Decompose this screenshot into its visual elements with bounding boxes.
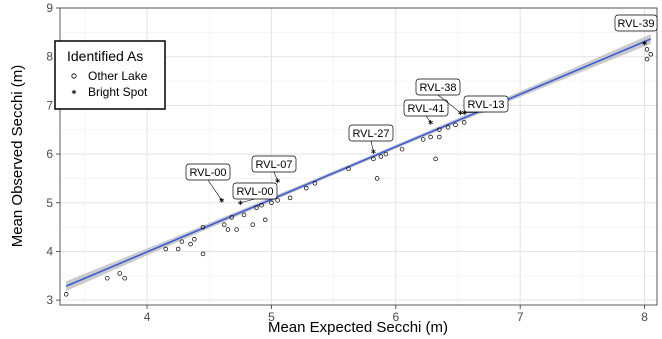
data-point-other-lake [225,227,231,232]
data-point-other-lake [275,198,280,203]
data-point-other-lake [287,195,293,201]
x-tick-label: 6 [392,310,399,324]
annotation-box [415,78,461,96]
data-point-other-lake [254,205,259,210]
data-point-other-lake [437,134,442,140]
annotation-leader [425,115,431,123]
data-point-other-lake [433,156,438,162]
x-axis-title: Mean Expected Secchi (m) [268,319,448,336]
asterisk-stroke [642,41,647,45]
data-point-other-lake [163,246,168,252]
grid-lines [60,7,657,305]
data-point-other-lake [644,47,650,52]
data-point-other-lake [437,127,442,132]
x-tick-label: 8 [641,310,648,324]
annotation-layer: RVL-00 RVL-00 RVL-07 RVL-27 RVL-41 RVL-38 RVL-… [185,14,658,204]
y-tick-label: 8 [46,50,53,64]
data-point-other-lake [374,176,380,181]
annotation-leader [370,140,374,152]
data-point-other-lake [105,275,110,281]
data-point-other-lake [262,217,268,223]
data-point-other-lake [378,154,384,159]
data-point-other-lake [445,125,451,130]
x-tick-label: 4 [144,310,151,324]
tick-layer: 4 5 6 7 8 3 4 5 6 7 8 9 [46,1,648,324]
data-point-other-lake [371,156,376,162]
regression-line [65,38,652,287]
asterisk-stroke [71,90,77,94]
annotation-box [614,14,658,32]
data-point-other-lake [221,222,227,227]
annotation-box [463,95,509,113]
annotation-box [232,182,278,200]
data-point-other-lake [63,292,69,297]
data-point-other-lake [122,275,127,281]
data-point-other-lake [188,241,193,247]
legend-title: Identified As [67,48,143,64]
data-point-other-lake [192,237,197,242]
annotation-box [403,99,449,117]
data-point-other-lake [428,134,433,140]
data-point-other-lake [269,200,274,206]
x-tick-label: 7 [517,310,524,324]
data-point-other-lake [241,212,247,218]
data-point-other-lake [200,224,206,230]
panel-border [59,7,658,306]
legend-entry-bright-spot: Bright Spot [71,85,148,99]
annotation-label: RVL-38 [419,82,456,94]
annotation-leader [437,94,461,113]
annotation-label: RVL-13 [467,99,504,111]
data-point-other-lake [200,251,206,257]
annotation-label: RVL-39 [617,18,654,30]
annotation-label: RVL-41 [407,103,444,115]
data-point-other-lake [312,181,318,186]
annotation-label: RVL-00 [236,186,273,198]
data-point-other-lake [648,52,654,57]
legend-entry-other-lake: Other Lake [71,69,148,83]
data-point-other-lake [117,271,122,276]
legend-asterisk-mark [71,89,77,95]
legend-label-bright-spot: Bright Spot [88,85,148,99]
annotation-leader [207,179,222,201]
y-tick-label: 5 [46,196,53,210]
y-tick-label: 9 [46,1,53,15]
y-tick-label: 3 [46,293,53,307]
legend-asterisk-icon [71,89,77,95]
data-point-other-lake [229,215,234,220]
data-point-other-lake [453,122,458,128]
y-tick-label: 4 [46,244,53,258]
data-point-bright-spot [642,40,647,46]
annotation-box [251,155,297,173]
data-point-other-lake [175,246,181,252]
legend-label-other-lake: Other Lake [88,69,148,83]
annotation-label: RVL-27 [352,128,389,140]
data-point-other-lake [346,166,351,171]
legend-open-circle-icon [71,73,77,79]
annotation-label: RVL-00 [189,167,226,179]
legend-box [54,40,166,110]
data-point-other-lake [234,227,239,232]
data-point-other-lake [420,137,426,142]
x-tick-label: 5 [268,310,275,324]
data-point-other-lake [179,239,185,244]
y-tick-label: 6 [46,147,53,161]
data-point-other-lake [644,56,650,62]
legend: Identified As Other Lake Bright Spot [54,40,166,110]
annotation-label: RVL-07 [255,159,292,171]
data-point-other-lake [304,185,309,191]
annotation-leader [240,198,256,204]
data-point-other-lake [259,202,264,208]
y-tick-label: 7 [46,98,53,112]
y-axis-title: Mean Observed Secchi (m) [9,65,26,248]
data-point-other-lake [383,151,389,157]
data-point-other-lake [399,146,405,152]
data-point-other-lake [461,120,467,125]
annotation-leader [273,171,278,181]
annotation-box [185,163,231,181]
annotation-box [348,124,394,142]
data-point-other-lake [250,222,256,227]
